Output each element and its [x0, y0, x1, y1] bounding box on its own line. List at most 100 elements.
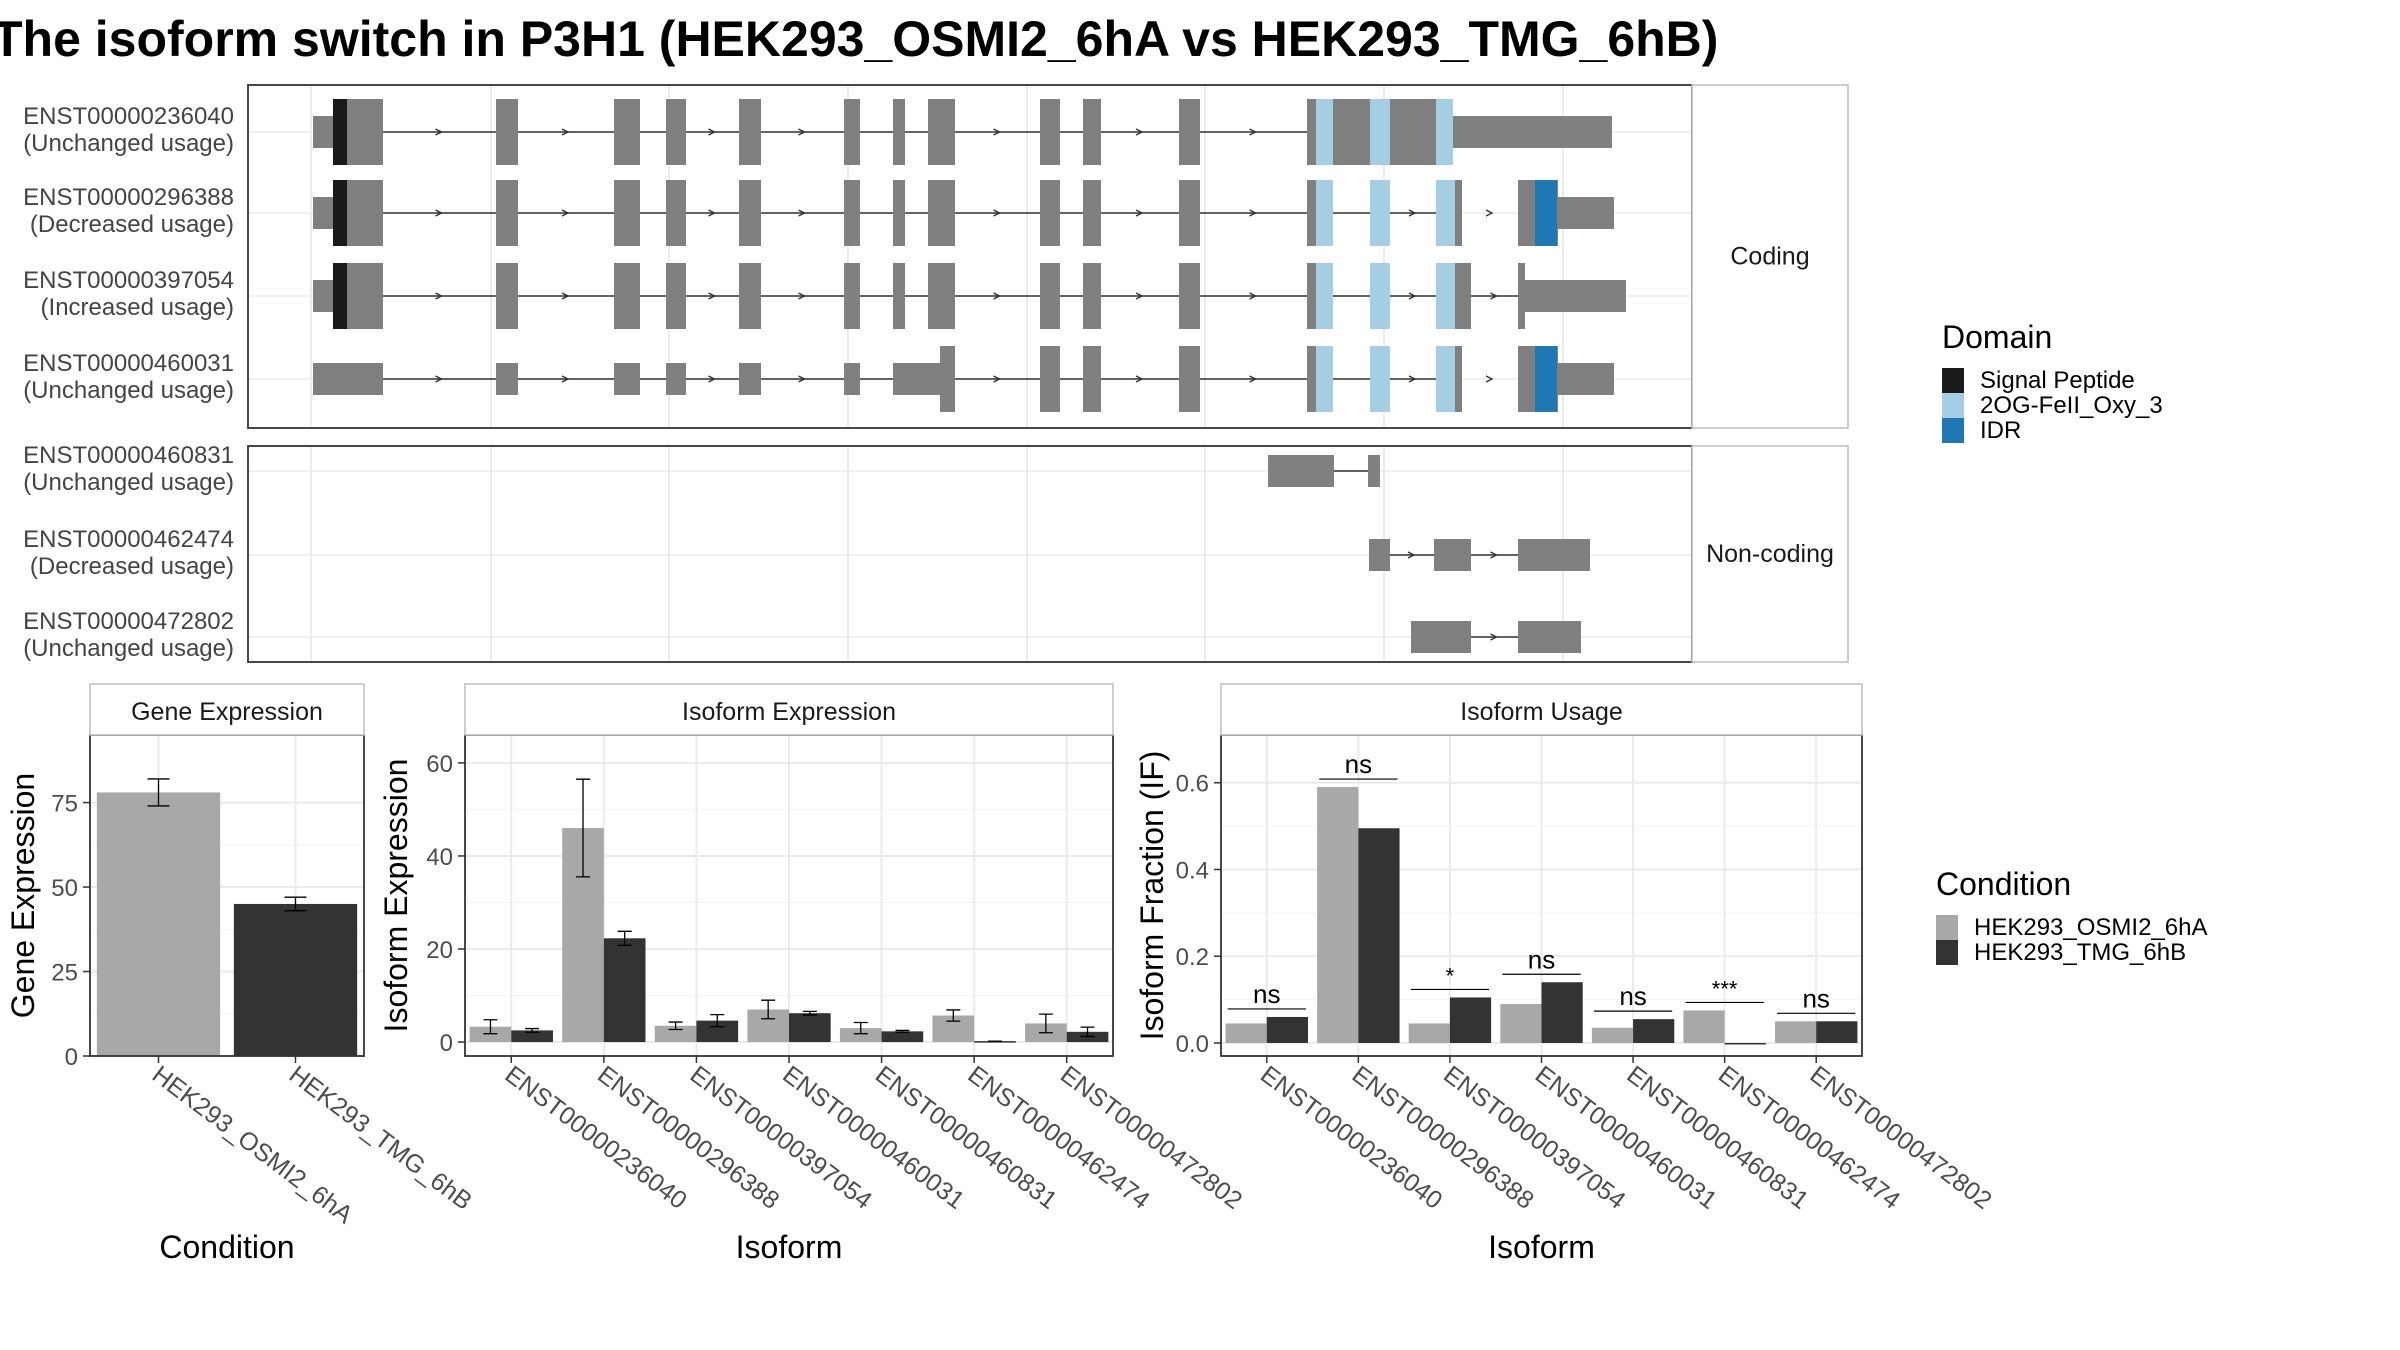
significance-label: ns: [1253, 979, 1280, 1009]
direction-arrow: [435, 292, 444, 300]
domain-oxy: [1436, 99, 1453, 165]
direction-arrow: [798, 128, 807, 136]
legend_domain-label: IDR: [1980, 417, 2021, 444]
direction-arrow: [993, 292, 1002, 300]
bar: [1358, 828, 1400, 1043]
error-bar: [483, 1019, 498, 1035]
error-bar: [1038, 1013, 1053, 1034]
exon-block: [666, 263, 686, 329]
isoform-usage-label: (Unchanged usage): [23, 130, 234, 157]
bar: [1408, 1023, 1450, 1043]
direction-arrow: [1490, 551, 1499, 559]
bar: [1541, 982, 1583, 1043]
direction-arrow: [561, 292, 570, 300]
exon-block: [739, 363, 761, 395]
exon-block: [893, 99, 905, 165]
error-bar: [710, 1013, 725, 1028]
isoform-id-label: ENST00000397054: [23, 267, 234, 294]
isoform-id-label: ENST00000472802: [23, 608, 234, 635]
direction-arrow: [1249, 128, 1258, 136]
y-tick-label: 60: [426, 751, 453, 778]
exon-block: [1368, 455, 1380, 487]
legend_domain-label: 2OG-FeII_Oxy_3: [1980, 392, 2163, 419]
isoform-id-label: ENST00000462474: [23, 526, 234, 553]
direction-arrow: [1135, 375, 1144, 383]
exon-block: [1518, 539, 1590, 571]
bar: [1724, 1042, 1766, 1045]
exon-block: [666, 180, 686, 246]
exon-block: [1411, 621, 1471, 653]
bar: [603, 938, 646, 1043]
domain-oxy: [1316, 263, 1333, 329]
direction-arrow: [1490, 633, 1499, 641]
significance-label: ns: [1802, 983, 1829, 1013]
exon-block: [1040, 346, 1060, 412]
direction-arrow: [1485, 209, 1494, 217]
direction-arrow: [1249, 209, 1258, 217]
y-tick-label: 0.4: [1176, 857, 1209, 884]
y-tick-label: 40: [426, 844, 453, 871]
exon-block: [1518, 621, 1581, 653]
exon-block: [614, 99, 640, 165]
exon-block: [1040, 263, 1060, 329]
bar: [1816, 1021, 1858, 1043]
y-tick-label: 50: [51, 875, 78, 902]
exon-block: [893, 363, 940, 395]
legend_domain-title: Domain: [1942, 319, 2052, 355]
isoform-track-ENST00000236040: [313, 99, 1612, 165]
exon-block: [666, 363, 686, 395]
exon-block: [844, 363, 860, 395]
direction-arrow: [561, 375, 570, 383]
bar-panel-strip: [1220, 683, 1863, 736]
direction-arrow: [708, 292, 717, 300]
direction-arrow: [993, 375, 1002, 383]
direction-arrow: [1135, 292, 1144, 300]
bar: [96, 792, 221, 1056]
isoform-track-ENST00000460031: [313, 346, 1614, 412]
direction-arrow: [1408, 209, 1417, 217]
domain-idr: [1535, 180, 1557, 246]
error-bar: [853, 1021, 868, 1035]
isoform-usage-label: (Decreased usage): [30, 553, 234, 580]
exon-block: [1083, 99, 1101, 165]
error-bar: [1080, 1026, 1095, 1038]
domain-oxy: [1370, 263, 1390, 329]
direction-arrow: [1490, 292, 1499, 300]
legend_domain-label: Signal Peptide: [1980, 367, 2135, 394]
exon-block: [844, 180, 860, 246]
x-axis-label: Condition: [159, 1229, 294, 1265]
domain-oxy: [1316, 99, 1333, 165]
bar: [233, 903, 358, 1056]
domain-signal_peptide: [333, 99, 347, 165]
domain-oxy: [1316, 346, 1333, 412]
exon-block: [739, 99, 761, 165]
isoform-usage-label: (Unchanged usage): [23, 635, 234, 662]
bar: [1317, 787, 1359, 1043]
exon-block: [1179, 346, 1200, 412]
error-bar: [761, 999, 776, 1020]
bar: [1775, 1021, 1817, 1043]
structure-panel-border: [247, 445, 1693, 663]
legend_domain-swatch: [1942, 418, 1964, 443]
domain-oxy: [1436, 180, 1455, 246]
exon-block: [1083, 180, 1101, 246]
isoform-id-label: ENST00000296388: [23, 184, 234, 211]
domain-oxy: [1370, 180, 1390, 246]
exon-block: [1179, 99, 1200, 165]
exon-block: [1268, 455, 1334, 487]
exon-block: [496, 363, 518, 395]
significance-label: ***: [1712, 976, 1738, 1001]
bar-panel-strip: [89, 683, 365, 736]
exon-block: [844, 263, 860, 329]
domain-signal_peptide: [333, 180, 347, 246]
exon-block: [1369, 539, 1390, 571]
legend_condition-title: Condition: [1936, 866, 2071, 902]
exon-block: [496, 263, 518, 329]
exon-block: [1558, 363, 1614, 395]
exon-block: [893, 180, 905, 246]
direction-arrow: [1249, 292, 1258, 300]
direction-arrow: [708, 128, 717, 136]
exon-block: [928, 263, 955, 329]
exon-block: [666, 99, 686, 165]
